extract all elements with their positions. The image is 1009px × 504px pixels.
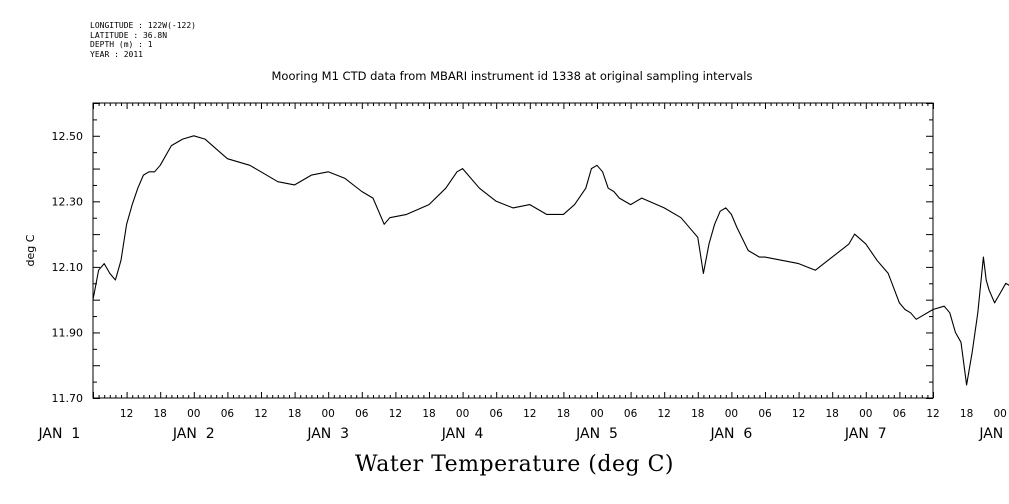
x-day-label: JAN 2 bbox=[172, 426, 215, 442]
x-day-label: JAN 7 bbox=[844, 426, 887, 442]
x-hour-tick-label: 18 bbox=[960, 408, 973, 420]
x-hour-tick-label: 18 bbox=[288, 408, 301, 420]
x-hour-tick-label: 06 bbox=[490, 408, 504, 420]
y-tick-label: 11.70 bbox=[52, 392, 84, 405]
y-tick-label: 12.10 bbox=[52, 261, 84, 274]
x-hour-tick-label: 00 bbox=[590, 408, 603, 420]
y-axis-title: deg C bbox=[24, 234, 37, 266]
y-tick-label: 12.50 bbox=[52, 130, 84, 143]
x-day-label: JAN 8 bbox=[978, 426, 1009, 442]
x-hour-tick-label: 12 bbox=[792, 408, 805, 420]
x-hour-tick-label: 18 bbox=[154, 408, 167, 420]
x-hour-tick-label: 06 bbox=[355, 408, 369, 420]
x-hour-tick-label: 00 bbox=[456, 408, 469, 420]
x-hour-tick-label: 00 bbox=[859, 408, 872, 420]
x-hour-tick-label: 12 bbox=[926, 408, 939, 420]
x-day-label: JAN 3 bbox=[306, 426, 349, 442]
y-tick-label: 12.30 bbox=[52, 195, 84, 208]
x-hour-tick-label: 06 bbox=[624, 408, 638, 420]
x-hour-tick-label: 18 bbox=[691, 408, 704, 420]
x-day-label: JAN 1 bbox=[38, 426, 81, 442]
x-hour-tick-label: 12 bbox=[658, 408, 671, 420]
x-hour-tick-label: 00 bbox=[725, 408, 738, 420]
plot-frame bbox=[92, 102, 934, 399]
latitude-label: LATITUDE : 36.8N bbox=[90, 30, 168, 40]
longitude-label: LONGITUDE : 122W(-122) bbox=[90, 21, 196, 30]
depth-label: DEPTH (m) : 1 bbox=[90, 40, 153, 49]
x-hour-tick-label: 06 bbox=[221, 408, 235, 420]
x-hour-tick-label: 12 bbox=[120, 408, 133, 420]
chart-title: Mooring M1 CTD data from MBARI instrumen… bbox=[271, 69, 753, 83]
x-hour-tick-label: 12 bbox=[389, 408, 402, 420]
x-hour-tick-label: 00 bbox=[994, 408, 1007, 420]
y-tick-label: 11.90 bbox=[52, 326, 84, 339]
x-hour-tick-label: 06 bbox=[758, 408, 772, 420]
year-label: YEAR : 2011 bbox=[90, 49, 143, 59]
x-axis-title: Water Temperature (deg C) bbox=[355, 452, 674, 477]
x-hour-tick-label: 12 bbox=[523, 408, 536, 420]
x-hour-tick-label: 18 bbox=[557, 408, 570, 420]
chart-canvas: 11.70 11.90 12.10 12.30 12.50 deg C 12 18 00 06 12… bbox=[24, 102, 1009, 442]
metadata-block: LONGITUDE : 122W(-122) LATITUDE : 36.8N … bbox=[90, 21, 196, 59]
temperature-series-line bbox=[92, 135, 1009, 386]
x-day-label: JAN 4 bbox=[441, 426, 484, 442]
x-hour-tick-label: 06 bbox=[893, 408, 907, 420]
x-hour-tick-label: 00 bbox=[187, 408, 200, 420]
x-day-label: JAN 6 bbox=[710, 426, 753, 442]
x-day-label: JAN 5 bbox=[575, 426, 618, 442]
x-hour-tick-label: 00 bbox=[322, 408, 335, 420]
x-hour-tick-label: 12 bbox=[254, 408, 267, 420]
x-hour-tick-label: 18 bbox=[422, 408, 435, 420]
x-hour-tick-label: 18 bbox=[826, 408, 839, 420]
